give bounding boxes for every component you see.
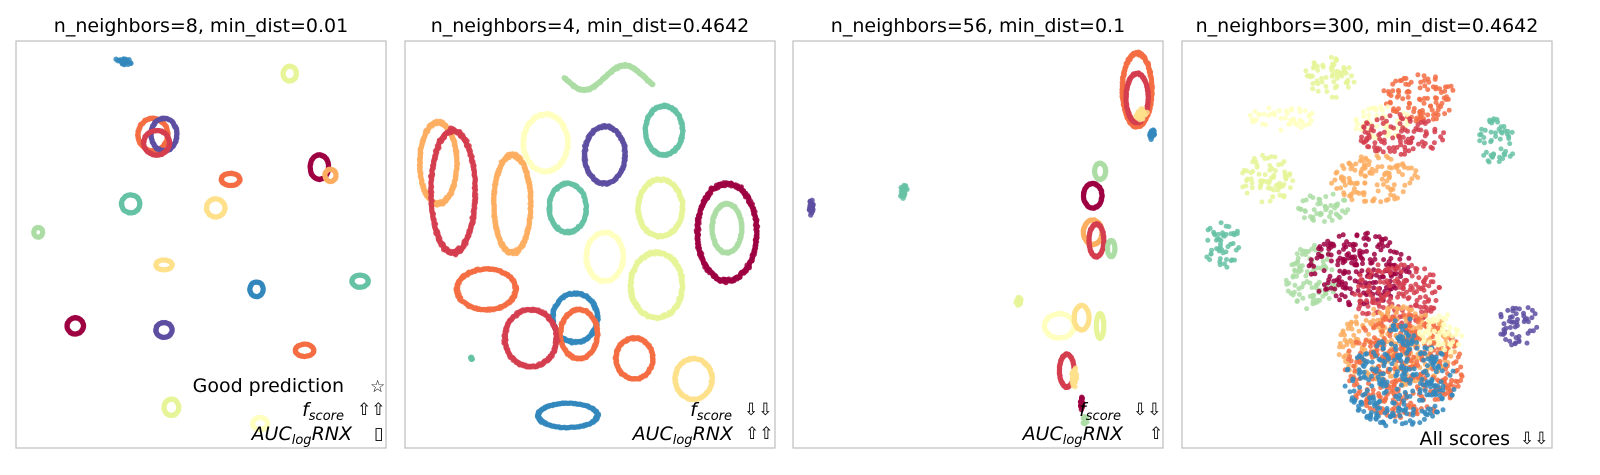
panel-1-annotations: Good prediction ☆ fscore ⇧⇧ AUClogRNX ▯ [193, 375, 386, 448]
scatter-point [514, 286, 520, 292]
scatter-point [333, 171, 339, 178]
scatter-point [679, 204, 685, 210]
panel-2: n_neighbors=4, min_dist=0.4642 fscore ⇩⇩… [404, 15, 776, 449]
scatter-point [620, 253, 626, 259]
panel-1-cluster-10 [203, 196, 228, 220]
panel-1-auc-sub: log [292, 433, 312, 448]
scatter-point [222, 204, 228, 210]
panel-2-cluster-12 [583, 229, 627, 285]
scatter-point [81, 322, 87, 328]
scatter-point [260, 285, 266, 291]
scatter-point [237, 176, 243, 182]
scatter-point [174, 131, 180, 137]
panel-2-cluster-1 [561, 61, 656, 94]
scatter-point [528, 200, 534, 206]
panel-1-cluster-15 [64, 314, 87, 337]
scatter-point [166, 139, 172, 145]
panel-1-fscore-base: f [302, 399, 312, 421]
panel-1-auc-tail: RNX [312, 423, 353, 445]
scatter-point [454, 159, 460, 165]
scatter-point [264, 420, 271, 426]
panel-1-cluster-11 [31, 224, 46, 240]
panel-1: n_neighbors=8, min_dist=0.01 Good predic… [15, 15, 387, 449]
panel-2-cluster-11 [709, 200, 745, 256]
scatter-point [754, 228, 760, 234]
panel-1-cluster-19 [250, 414, 271, 433]
panel-1-marks [31, 56, 371, 433]
panel-1-fscore-symbol: ⇧⇧ [357, 400, 386, 420]
scatter-point [622, 151, 628, 157]
scatter-point [40, 228, 46, 235]
panel-1-cluster-14 [349, 272, 371, 290]
panel-2-cluster-7 [490, 151, 534, 257]
scatter-point [122, 61, 128, 67]
panel-1-auc-base: AUC [250, 423, 293, 445]
panel-1-cluster-18 [161, 396, 182, 419]
panel-1-cluster-8 [218, 170, 243, 189]
scatter-point [739, 224, 745, 230]
panel-2-cluster-13 [627, 248, 686, 322]
panel-1-cluster-9 [118, 192, 143, 216]
panel-2-cluster-14 [453, 265, 520, 313]
panel-1-auc-symbol: ▯ [374, 424, 383, 444]
panel-1-cluster-1 [113, 56, 134, 68]
scatter-point [169, 261, 175, 267]
panel-2-cluster-10 [693, 180, 761, 286]
panel-1-title: n_neighbors=8, min_dist=0.01 [54, 15, 348, 37]
scatter-point [169, 326, 175, 332]
panel-1-cluster-5 [140, 127, 173, 158]
scatter-point [583, 204, 589, 210]
panel-1-ann-good-prediction: Good prediction [193, 375, 344, 397]
panel-2-cluster-6 [581, 122, 628, 187]
panel-2-cluster-5 [520, 110, 571, 175]
panel-2-cluster-8 [546, 180, 590, 236]
panel-2-marks [416, 61, 761, 431]
panel-1-cluster-16 [153, 319, 175, 340]
scatter-point [472, 188, 478, 194]
scatter-point [293, 70, 299, 76]
panel-2-cluster-9 [634, 176, 686, 240]
panel-2-title: n_neighbors=4, min_dist=0.4642 [431, 15, 750, 37]
scatter-point [650, 81, 656, 87]
panel-1-ann-fscore: fscore [302, 399, 344, 424]
panel-1-cluster-17 [292, 341, 317, 360]
scatter-point [176, 403, 182, 410]
scatter-point [137, 200, 143, 206]
panel-1-cluster-7 [322, 166, 339, 185]
panel-1-cluster-12 [153, 257, 175, 273]
panel-2-cluster-2 [642, 102, 686, 158]
scatter-point [113, 56, 119, 62]
scatter-point [365, 277, 371, 284]
panel-1-fscore-sub: score [309, 409, 344, 424]
panel-1-ann-auc: AUClogRNX [250, 423, 353, 448]
panel-1-frame [15, 40, 387, 449]
scatter-point [311, 347, 317, 353]
scatter-point [565, 139, 571, 145]
scatter-point [679, 127, 686, 133]
scatter-point [679, 281, 685, 287]
panel-1-cluster-2 [280, 63, 299, 84]
panel-1-ann-good-prediction-symbol: ☆ [370, 377, 385, 397]
panel-2-cluster-3 [416, 118, 460, 208]
panel-1-cluster-13 [247, 279, 266, 300]
